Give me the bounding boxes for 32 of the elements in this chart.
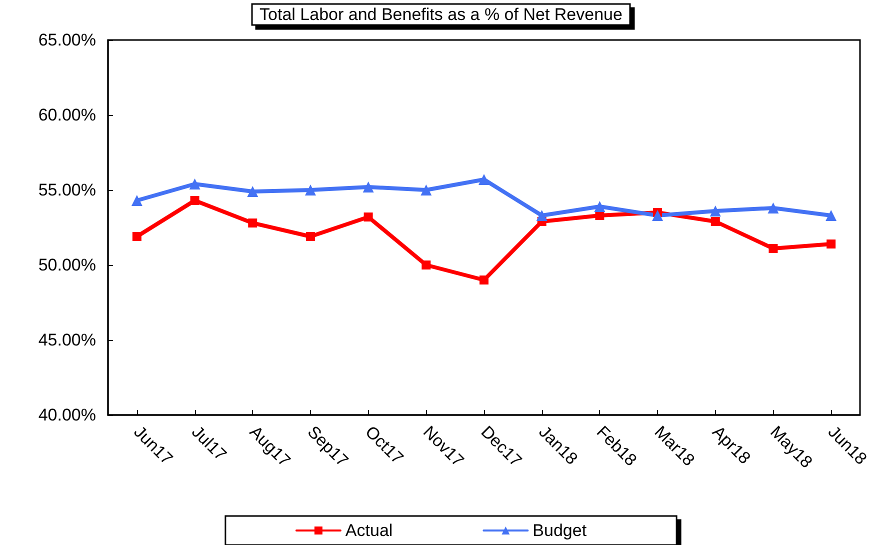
point [594, 201, 606, 212]
chart-title: Total Labor and Benefits as a % of Net Revenue [260, 5, 622, 24]
y-tick-label: 50.00% [38, 256, 96, 274]
legend-label: Budget [532, 521, 587, 540]
point [768, 244, 778, 253]
point [826, 240, 836, 248]
point [652, 210, 664, 221]
y-tick-label: 45.00% [38, 330, 96, 350]
point [364, 212, 373, 222]
point [247, 186, 258, 197]
point [189, 178, 200, 190]
point [710, 206, 721, 216]
point [190, 196, 200, 205]
point [420, 184, 432, 196]
point [362, 182, 374, 192]
point [132, 232, 142, 241]
point [248, 218, 258, 228]
point [480, 276, 488, 284]
point [536, 210, 548, 221]
point [422, 260, 431, 270]
legend-label: Actual [345, 521, 393, 540]
y-tick-label: 60.00% [38, 106, 96, 124]
point [768, 202, 779, 214]
point [478, 174, 490, 185]
point [131, 195, 142, 206]
point [826, 210, 837, 221]
y-tick-label: 55.00% [38, 180, 96, 200]
y-tick-label: 40.00% [38, 406, 96, 424]
point [710, 217, 720, 226]
point [304, 184, 316, 196]
y-tick-label: 65.00% [38, 30, 96, 50]
point [306, 232, 315, 241]
